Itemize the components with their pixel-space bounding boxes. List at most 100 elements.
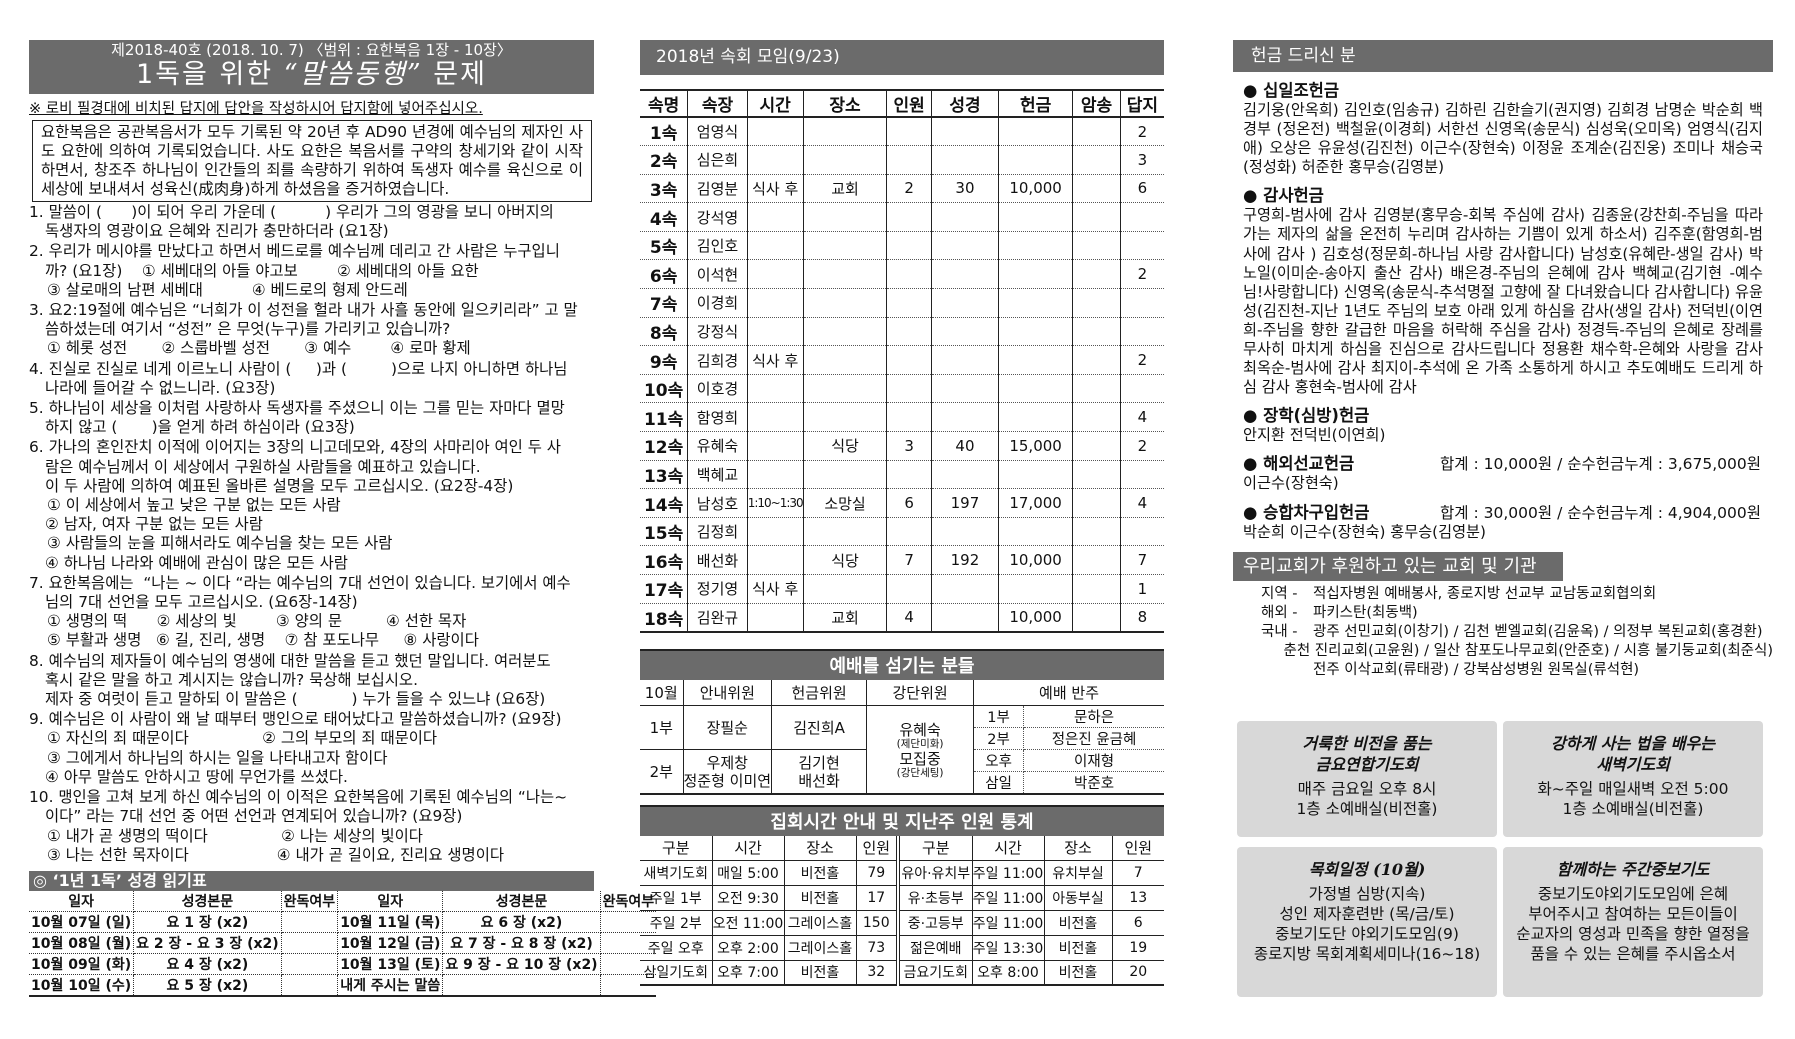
cell-속장: 배선화 <box>687 545 748 575</box>
cell-속장: 강정식 <box>687 317 748 347</box>
attendance-cell: 32 <box>856 960 900 986</box>
table-row: 17속 정기영 식사 후 1 <box>640 574 1164 604</box>
service-label: 2부 <box>640 749 684 795</box>
date-cell: 10월 08일 (월) <box>29 932 135 954</box>
cell-장소 <box>803 374 888 404</box>
question-line: 나라에 들어갈 수 없느니라. (요3장) <box>45 378 276 397</box>
announcement-box: 목회일정 (10월) 가정별 심방(지속) 성인 제자훈련반 (목/금/토) 중보기도… <box>1237 847 1497 997</box>
cell-성경 <box>931 517 999 547</box>
worship-servers-title: 예배를 섬기는 분들 <box>640 648 1164 680</box>
accomp-name: 문하은 <box>1023 705 1164 729</box>
support-category <box>1261 642 1283 661</box>
cell-속명: 7속 <box>640 288 689 318</box>
box-line: 성인 제자훈련반 (목/금/토) <box>1279 905 1455 923</box>
cell-헌금: 10,000 <box>998 174 1074 204</box>
cell-암송 <box>1072 431 1121 461</box>
offering-name: 김진희A <box>771 705 868 751</box>
cell-시간 <box>747 374 804 404</box>
altar-note: (제단미화) <box>896 737 944 750</box>
passage-cell: 요 4 장 (x2) <box>133 953 282 975</box>
cell-속장: 김희경 <box>687 345 748 375</box>
cell-속장: 김정희 <box>687 517 748 547</box>
passage-cell: 요 9 장 - 요 10 장 (x2) <box>442 953 601 975</box>
cell-인원: 4 <box>886 603 932 633</box>
table-row: 주일 2부 오전 11:00 그레이스홀 150 중·고등부 주일 11:00 비전홀 6 <box>640 910 1164 936</box>
attendance-cell: 그레이스홀 <box>784 910 857 936</box>
cell-헌금 <box>998 574 1074 604</box>
cell-속명: 3속 <box>640 174 689 204</box>
donor-list: 이근수(장현숙) <box>1243 474 1339 493</box>
cell-암송 <box>1072 345 1121 375</box>
question-line: 이다” 라는 7대 선언 중 어떤 선언과 연계되어 있습니까? (요9장) <box>45 807 463 826</box>
cell-속장: 함영희 <box>687 402 748 433</box>
cell-헌금 <box>998 460 1074 490</box>
support-category: 지역 - <box>1261 585 1298 602</box>
cell-성경 <box>931 231 999 261</box>
support-entry: 춘천 진리교회(고윤원) / 일산 참포도나무교회(안준호) / 시흥 불기둥교… <box>1283 642 1773 659</box>
cell-속장: 이석현 <box>687 259 748 290</box>
table-row: 10월 09일 (화) 요 4 장 (x2) 10월 13일 (토) 요 9 장 - … <box>29 953 657 975</box>
donor-list: 김기웅(안옥희) 김인호(임송규) 김하린 김한슬기(권지영) 김희경 남명순 … <box>1243 101 1763 177</box>
cell-시간 <box>747 431 804 461</box>
question-item: 1. 말씀이 ( )이 되어 우리 가운데 ( ) 우리가 그의 영광을 보니 … <box>29 203 594 241</box>
table-row: 1속 엄영식 2 <box>640 117 1164 147</box>
table-row: 11속 함영희 4 <box>640 402 1164 433</box>
cell-헌금 <box>998 317 1074 347</box>
col-header: 구분 <box>640 836 713 861</box>
donor-list: 박순희 이근수(장현숙) 홍무승(김영분) <box>1243 522 1486 541</box>
middle-column: 2018년 속회 모임(9/23) 속명 속장 시간 장소 인원 성경 헌금 암송 답지 1속 엄영… <box>640 0 1164 987</box>
cell-답지: 2 <box>1120 345 1164 375</box>
question-line: 제자 중 여럿이 듣고 말하되 이 말씀은 ( ) 누가 들을 수 있느냐 (요… <box>45 690 546 709</box>
cell-답지: 4 <box>1120 488 1164 518</box>
cell-속장: 유혜숙 <box>687 431 748 461</box>
attendance-table: 구분 시간 장소 인원 구분 시간 장소 인원 새벽기도회 매일 5:00 비전홀 79 유아·유치부 주… <box>640 836 1164 987</box>
cell-속장: 강석영 <box>687 202 748 232</box>
cell-암송 <box>1072 574 1121 604</box>
table-row: 16속 배선화 식당 7 192 10,000 7 <box>640 545 1164 575</box>
box-line: 1층 소예배실(비전홀) <box>1562 800 1704 818</box>
cell-속명: 18속 <box>640 603 689 633</box>
cell-인원 <box>886 460 932 490</box>
section-title: ● 해외선교헌금 <box>1243 454 1355 474</box>
question-line: ④ 하나님 나라와 예배에 관심이 많은 모든 사람 <box>45 553 348 572</box>
cell-인원 <box>886 288 932 318</box>
col-header: 완독여부 <box>281 890 339 912</box>
box-title-line: 함께하는 주간중보기도 <box>1556 860 1710 879</box>
support-category: 국내 - <box>1261 623 1298 640</box>
question-item: 6. 가나의 혼인잔치 이적에 이어지는 3장의 니고데모와, 4장의 사마리아… <box>29 438 594 572</box>
attendance-cell: 주일 2부 <box>640 910 713 936</box>
cell-시간 <box>747 145 804 175</box>
cell-성경: 197 <box>931 488 999 518</box>
offering-section: ● 십일조헌금 김기웅(안옥희) 김인호(임송규) 김하린 김한슬기(권지영) 김… <box>1233 81 1773 177</box>
accomp-service: 오후 <box>973 749 1025 773</box>
date-cell: 내게 주시는 말씀 <box>337 974 444 997</box>
cell-답지 <box>1120 460 1164 490</box>
question-line: 님의 7대 선언을 모두 고르십시오. (요6장-14장) <box>45 593 358 612</box>
box-title-line: 거룩한 비전을 품는 <box>1302 734 1432 753</box>
cell-성경 <box>931 288 999 318</box>
cell-답지: 1 <box>1120 574 1164 604</box>
attendance-cell: 150 <box>856 910 900 936</box>
support-category: 해외 - <box>1261 604 1298 621</box>
question-line: 이 두 사람에 의하여 예표된 올바른 설명을 모두 고르십시오. (요2장-4… <box>45 476 514 495</box>
attendance-cell: 오후 2:00 <box>712 935 785 961</box>
question-line: 3. 요2:19절에 예수님은 “너희가 이 성전을 헐라 내가 사흘 동안에 … <box>29 301 578 320</box>
question-line: ① 내가 곧 생명의 떡이다 ② 나는 세상의 빛이다 <box>47 826 423 845</box>
question-line: ① 이 세상에서 높고 낮은 구분 없는 모든 사람 <box>47 496 341 515</box>
cell-장소 <box>803 317 888 347</box>
question-item: 5. 하나님이 세상을 이처럼 사랑하사 독생자를 주셨으니 이는 그를 믿는 … <box>29 399 594 437</box>
cell-성경 <box>931 317 999 347</box>
section-title: ● 감사헌금 <box>1243 186 1324 206</box>
donor-list: 안지환 전덕빈(이연희) <box>1243 426 1386 445</box>
accomp-name: 박준호 <box>1023 771 1164 795</box>
question-line: ② 남자, 여자 구분 없는 모든 사람 <box>45 515 263 534</box>
cell-인원 <box>886 402 932 433</box>
section-heading: ● 해외선교헌금 합계 : 10,000원 / 순수헌금누계 : 3,675,00… <box>1243 454 1773 474</box>
attendance-cell: 주일 11:00 <box>972 910 1045 936</box>
cell-장소 <box>803 460 888 490</box>
table-row: 18속 김완규 교회 4 10,000 8 <box>640 603 1164 633</box>
reading-plan-table: 일자 성경본문 완독여부 일자 성경본문 완독여부 10월 07일 (일) 요 1 장 (x2… <box>29 890 657 997</box>
question-line: 까? (요1장) ① 세베대의 아들 야고보 ② 세베대의 아들 요한 <box>45 261 479 280</box>
cell-속명: 10속 <box>640 374 689 404</box>
